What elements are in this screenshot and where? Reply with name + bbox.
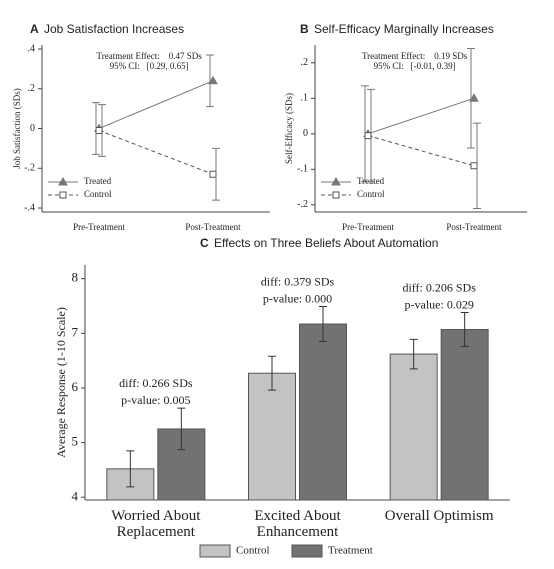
annotation: Treatment Effect: 0.47 SDs — [97, 51, 203, 61]
annotation: p-value: 0.000 — [263, 291, 332, 305]
chart-title: Effects on Three Beliefs About Automatio… — [214, 236, 438, 250]
legend-marker — [59, 191, 67, 199]
annotation: p-value: 0.029 — [405, 297, 474, 311]
legend-label: Treatment — [328, 545, 373, 557]
y-tick-label: 5 — [72, 434, 79, 449]
y-tick-label: 0 — [303, 128, 308, 139]
panel-label: B — [300, 22, 309, 36]
x-tick-label: Excited About Enhancement — [254, 508, 341, 540]
error-bar — [177, 407, 186, 451]
legend-swatch — [199, 544, 231, 558]
y-axis-label: Average Response (1-10 Scale) — [54, 307, 68, 458]
x-tick-label: Overall Optimism — [384, 508, 494, 524]
error-bar — [460, 312, 469, 347]
panel-label: A — [30, 22, 39, 36]
legend-label: Treated — [84, 176, 112, 186]
error-bar — [126, 450, 135, 488]
x-tick-label: Pre-Treatment — [73, 222, 125, 232]
annotation: p-value: 0.005 — [121, 393, 190, 407]
annotation: diff: 0.379 SDs — [261, 274, 335, 288]
point — [364, 132, 372, 140]
y-tick-label: 0 — [30, 123, 35, 134]
series-line — [367, 97, 475, 135]
y-axis-label: Job Satisfaction (SDs) — [12, 88, 22, 169]
point — [209, 170, 217, 178]
x-tick-label: Post-Treatment — [185, 222, 241, 232]
error-bar — [409, 338, 418, 370]
annotation: Treatment Effect: 0.19 SDs — [362, 51, 468, 61]
y-tick-label: .2 — [28, 83, 36, 94]
error-bar — [319, 306, 327, 343]
y-tick-label: -.4 — [24, 202, 35, 213]
y-tick-label: .2 — [301, 57, 309, 68]
legend-marker — [58, 176, 68, 186]
legend-swatch — [291, 544, 323, 558]
x-tick-label: Pre-Treatment — [342, 222, 394, 232]
point — [95, 126, 103, 134]
y-axis-label: Self-Efficacy (SDs) — [284, 93, 294, 164]
y-tick-label: 6 — [72, 379, 79, 394]
y-tick-label: -.1 — [297, 164, 308, 175]
y-tick-label: 8 — [72, 270, 79, 285]
y-tick-label: -.2 — [24, 163, 35, 174]
bar — [248, 372, 296, 501]
annotation: 95% CI: [0.29, 0.65] — [110, 61, 189, 71]
chart-title: Job Satisfaction Increases — [44, 22, 184, 36]
y-tick-label: -.2 — [297, 199, 308, 210]
y-tick-label: 7 — [72, 324, 79, 339]
y-tick-label: .4 — [28, 43, 36, 54]
bar — [299, 323, 347, 501]
error-bar — [268, 355, 276, 391]
series-line — [98, 130, 214, 175]
panel-label: C — [200, 236, 209, 250]
point — [470, 162, 478, 170]
series-line — [98, 80, 214, 129]
x-tick-label: Post-Treatment — [446, 222, 502, 232]
bar — [440, 328, 489, 501]
legend-marker — [331, 176, 341, 186]
point — [208, 75, 218, 85]
bar — [389, 353, 438, 501]
x-tick-label: Worried About Replacement — [111, 508, 201, 540]
error-bar — [467, 48, 475, 149]
annotation: diff: 0.266 SDs — [119, 376, 193, 390]
point — [469, 93, 479, 102]
legend-marker — [332, 191, 340, 199]
series-line — [367, 135, 475, 167]
legend-label: Control — [236, 545, 270, 557]
annotation: diff: 0.206 SDs — [402, 280, 476, 294]
chart-title: Self-Efficacy Marginally Increases — [314, 22, 494, 36]
legend-label: Control — [357, 189, 385, 199]
annotation: 95% CI: [-0.01, 0.39] — [374, 61, 456, 71]
y-tick-label: .1 — [301, 93, 309, 104]
y-tick-label: 4 — [72, 488, 79, 503]
error-bar — [206, 54, 214, 108]
legend-label: Control — [84, 189, 112, 199]
